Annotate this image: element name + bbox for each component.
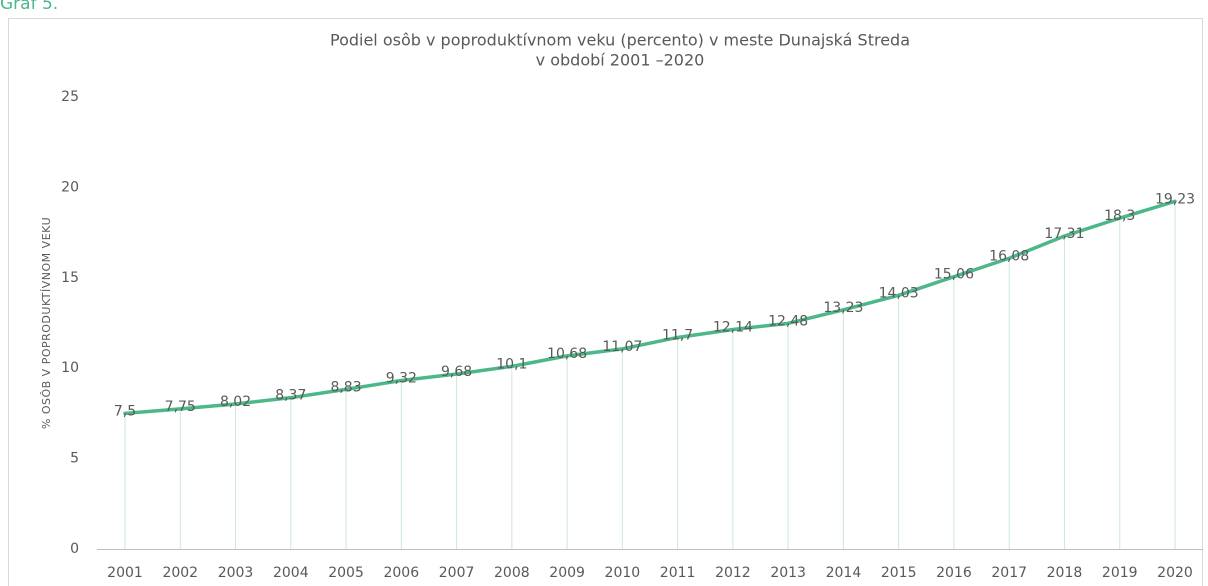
data-label: 10,68 [547, 346, 587, 362]
x-tick-label: 2020 [1157, 565, 1193, 581]
x-tick-label: 2010 [605, 565, 641, 581]
chart-border [8, 18, 1203, 586]
x-tick-label: 2011 [660, 565, 696, 581]
data-label: 7,5 [114, 403, 136, 419]
chart-title: Podiel osôb v poproduktívnom veku (perce… [330, 31, 910, 50]
data-line [123, 199, 1177, 416]
x-tick-label: 2015 [881, 565, 917, 581]
x-tick-label: 2001 [107, 565, 143, 581]
data-label: 8,83 [330, 379, 361, 395]
data-label: 13,23 [823, 300, 863, 316]
data-label: 10,1 [496, 356, 527, 372]
x-tick-label: 2007 [439, 565, 475, 581]
data-label: 11,07 [602, 339, 642, 355]
y-axis-title: % OSÔB V POPRODUKTÍVNOM VEKU [40, 217, 53, 429]
x-tick-label: 2009 [549, 565, 585, 581]
x-tick-label: 2004 [273, 565, 309, 581]
x-tick-label: 2019 [1102, 565, 1138, 581]
caption: Graf 5. [0, 0, 58, 14]
data-label: 9,68 [441, 364, 472, 380]
data-label: 14,03 [879, 285, 919, 301]
data-label: 9,32 [386, 370, 417, 386]
x-tick-label: 2013 [770, 565, 806, 581]
data-label: 11,7 [662, 327, 693, 343]
data-label: 15,06 [934, 267, 974, 283]
x-tick-label: 2003 [218, 565, 254, 581]
x-tick-label: 2005 [328, 565, 364, 581]
data-label: 19,23 [1155, 191, 1195, 207]
data-label: 8,37 [275, 388, 306, 404]
x-tick-label: 2006 [383, 565, 419, 581]
x-tick-label: 2016 [936, 565, 972, 581]
y-tick-label: 20 [61, 179, 79, 195]
x-tick-label: 2014 [826, 565, 862, 581]
y-tick-label: 0 [70, 541, 79, 557]
data-label: 12,14 [713, 320, 753, 336]
y-tick-label: 25 [61, 89, 79, 105]
x-tick-label: 2012 [715, 565, 751, 581]
x-tick-label: 2017 [991, 565, 1027, 581]
x-tick-label: 2002 [162, 565, 198, 581]
data-label: 16,08 [989, 248, 1029, 264]
data-label: 12,48 [768, 313, 808, 329]
x-tick-label: 2018 [1047, 565, 1083, 581]
data-label: 18,3 [1104, 208, 1135, 224]
data-label: 7,75 [165, 399, 196, 415]
y-tick-label: 15 [61, 270, 79, 286]
y-tick-label: 5 [70, 451, 79, 467]
data-label: 17,31 [1044, 226, 1084, 242]
data-label: 8,02 [220, 394, 251, 410]
chart-subtitle: v období 2001 –2020 [536, 51, 705, 70]
y-tick-label: 10 [61, 360, 79, 376]
x-tick-label: 2008 [494, 565, 530, 581]
